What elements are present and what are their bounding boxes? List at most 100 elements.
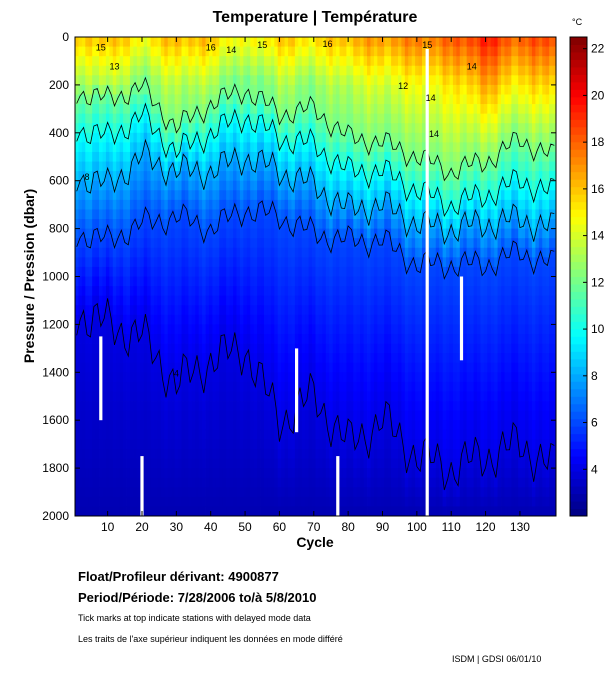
temperature-cell: [373, 180, 378, 191]
temperature-cell: [373, 333, 378, 344]
temperature-cell: [356, 429, 361, 440]
temperature-cell: [415, 247, 419, 258]
temperature-cell: [349, 142, 354, 153]
temperature-cell: [184, 238, 189, 249]
temperature-cell: [208, 295, 213, 306]
temperature-cell: [356, 381, 361, 392]
temperature-cell: [312, 410, 316, 421]
temperature-cell: [373, 458, 378, 469]
temperature-cell: [253, 420, 258, 431]
temperature-cell: [164, 372, 169, 383]
temperature-cell: [263, 506, 268, 517]
temperature-cell: [202, 314, 206, 325]
temperature-cell: [136, 257, 141, 268]
temperature-cell: [394, 142, 399, 153]
temperature-cell: [373, 477, 378, 488]
temperature-cell: [346, 324, 351, 335]
temperature-cell: [318, 75, 323, 86]
temperature-cell: [257, 132, 261, 143]
temperature-cell: [356, 439, 361, 450]
temperature-cell: [143, 420, 148, 431]
temperature-cell: [164, 104, 169, 115]
temperature-cell: [215, 46, 220, 57]
temperature-cell: [397, 458, 402, 469]
temperature-cell: [401, 276, 406, 287]
temperature-cell: [408, 314, 413, 325]
temperature-cell: [143, 324, 148, 335]
temperature-cell: [143, 391, 148, 402]
temperature-cell: [198, 391, 203, 402]
temperature-cell: [281, 75, 285, 86]
temperature-cell: [154, 420, 158, 431]
temperature-cell: [233, 171, 237, 182]
temperature-cell: [75, 295, 79, 306]
temperature-cell: [236, 276, 241, 287]
temperature-cell: [243, 496, 248, 507]
temperature-cell: [208, 84, 213, 95]
temperature-cell: [267, 410, 272, 421]
temperature-cell: [123, 190, 127, 201]
temperature-cell: [109, 161, 114, 172]
temperature-cell: [95, 506, 100, 517]
temperature-cell: [294, 477, 299, 488]
temperature-cell: [143, 333, 148, 344]
temperature-cell: [411, 123, 416, 134]
temperature-cell: [105, 381, 110, 392]
temperature-cell: [157, 324, 162, 335]
temperature-cell: [346, 353, 351, 364]
temperature-cell: [277, 401, 282, 412]
temperature-cell: [397, 257, 402, 268]
temperature-cell: [401, 314, 406, 325]
temperature-cell: [387, 199, 392, 210]
temperature-cell: [222, 420, 227, 431]
temperature-cell: [85, 180, 90, 191]
temperature-cell: [112, 372, 117, 383]
temperature-cell: [312, 257, 316, 268]
temperature-cell: [202, 391, 206, 402]
temperature-cell: [150, 391, 155, 402]
temperature-cell: [250, 401, 255, 412]
temperature-cell: [229, 75, 234, 86]
temperature-cell: [291, 448, 296, 459]
temperature-cell: [349, 391, 354, 402]
temperature-cell: [105, 228, 110, 239]
temperature-cell: [353, 199, 358, 210]
temperature-cell: [136, 37, 141, 47]
temperature-cell: [219, 123, 224, 134]
temperature-cell: [408, 247, 413, 258]
temperature-cell: [318, 496, 323, 507]
temperature-cell: [332, 199, 337, 210]
temperature-cell: [184, 266, 189, 277]
temperature-cell: [208, 420, 213, 431]
temperature-cell: [346, 171, 351, 182]
temperature-cell: [325, 401, 330, 412]
temperature-cell: [102, 314, 107, 325]
temperature-cell: [171, 362, 176, 373]
temperature-cell: [140, 161, 145, 172]
temperature-cell: [109, 219, 114, 229]
temperature-cell: [387, 132, 392, 143]
temperature-cell: [325, 266, 330, 277]
temperature-cell: [75, 353, 79, 364]
temperature-cell: [150, 286, 155, 297]
temperature-cell: [164, 468, 169, 479]
temperature-cell: [274, 343, 279, 354]
temperature-cell: [164, 171, 169, 182]
temperature-cell: [236, 295, 241, 306]
temperature-cell: [85, 429, 90, 440]
temperature-cell: [391, 171, 395, 182]
temperature-cell: [253, 75, 258, 86]
temperature-cell: [260, 372, 265, 383]
temperature-cell: [198, 295, 203, 306]
temperature-cell: [112, 324, 117, 335]
temperature-cell: [88, 295, 93, 306]
temperature-cell: [411, 257, 416, 268]
temperature-cell: [126, 381, 131, 392]
temperature-cell: [387, 161, 392, 172]
temperature-cell: [294, 104, 299, 115]
temperature-cell: [415, 171, 419, 182]
temperature-cell: [171, 151, 176, 162]
temperature-cell: [250, 171, 255, 182]
temperature-cell: [284, 276, 289, 287]
temperature-cell: [353, 123, 358, 134]
